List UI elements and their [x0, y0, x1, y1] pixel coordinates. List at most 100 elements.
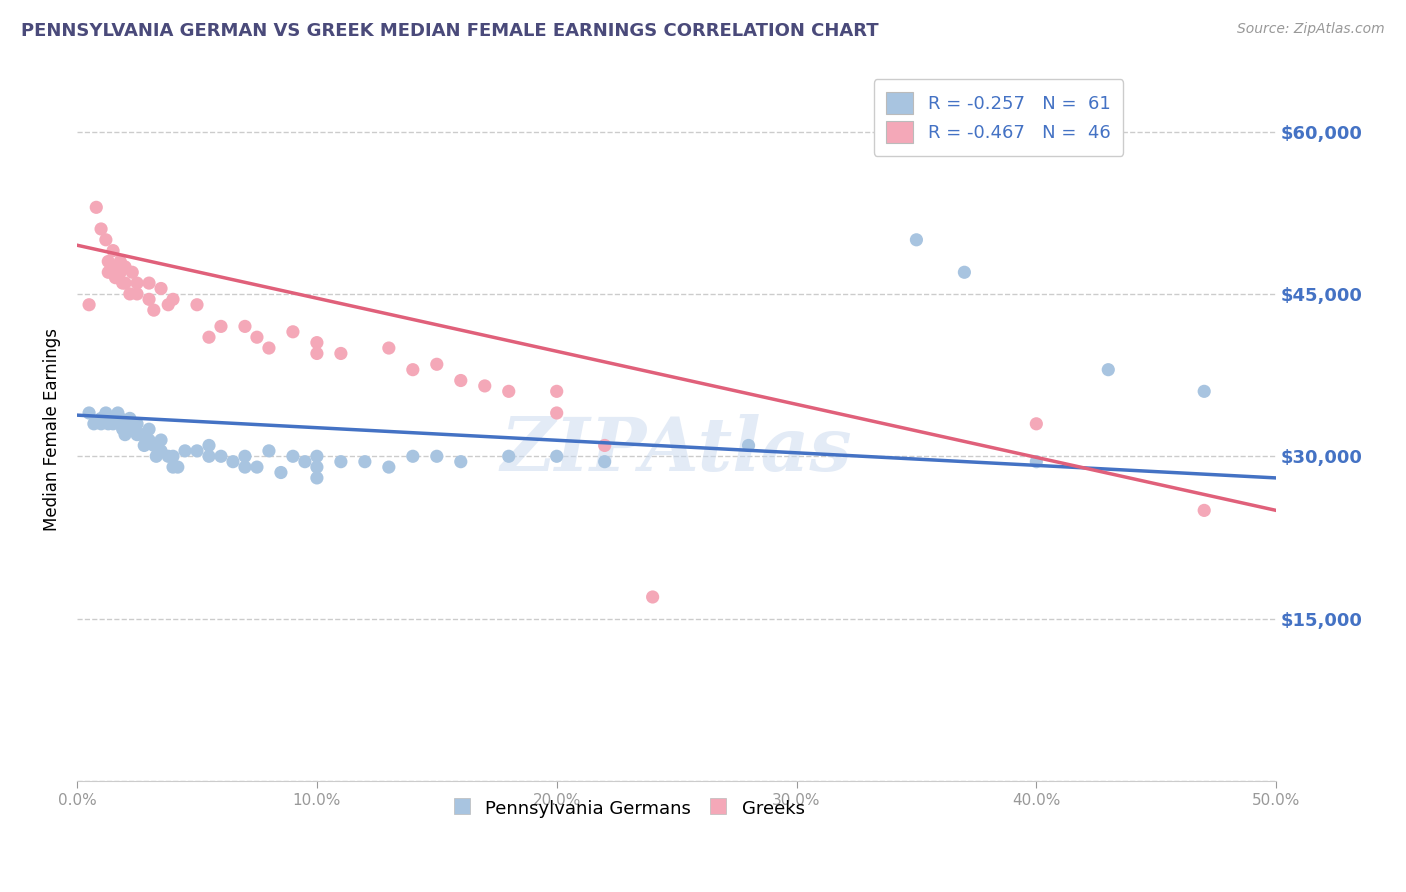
- Point: [474, 379, 496, 393]
- Point: [305, 450, 328, 464]
- Point: [498, 450, 520, 464]
- Point: [222, 455, 245, 469]
- Point: [114, 417, 136, 431]
- Point: [134, 438, 156, 452]
- Point: [83, 417, 105, 431]
- Point: [138, 293, 160, 307]
- Point: [257, 341, 280, 355]
- Point: [1025, 417, 1047, 431]
- Point: [114, 260, 136, 274]
- Point: [209, 319, 232, 334]
- Point: [546, 406, 568, 420]
- Point: [233, 319, 256, 334]
- Point: [305, 335, 328, 350]
- Point: [166, 460, 188, 475]
- Point: [110, 417, 132, 431]
- Point: [1192, 503, 1215, 517]
- Point: [426, 450, 449, 464]
- Point: [186, 298, 208, 312]
- Point: [737, 438, 759, 452]
- Point: [186, 443, 208, 458]
- Point: [246, 460, 269, 475]
- Point: [110, 411, 132, 425]
- Point: [138, 276, 160, 290]
- Point: [97, 254, 120, 268]
- Point: [101, 417, 124, 431]
- Point: [593, 455, 616, 469]
- Point: [125, 417, 148, 431]
- Point: [162, 450, 184, 464]
- Point: [1025, 455, 1047, 469]
- Point: [77, 298, 100, 312]
- Point: [142, 303, 165, 318]
- Point: [450, 455, 472, 469]
- Point: [305, 471, 328, 485]
- Point: [125, 287, 148, 301]
- Point: [378, 460, 401, 475]
- Point: [94, 233, 117, 247]
- Point: [257, 443, 280, 458]
- Point: [546, 450, 568, 464]
- Point: [97, 265, 120, 279]
- Point: [114, 427, 136, 442]
- Point: [77, 406, 100, 420]
- Text: Source: ZipAtlas.com: Source: ZipAtlas.com: [1237, 22, 1385, 37]
- Point: [157, 298, 180, 312]
- Point: [281, 450, 304, 464]
- Text: PENNSYLVANIA GERMAN VS GREEK MEDIAN FEMALE EARNINGS CORRELATION CHART: PENNSYLVANIA GERMAN VS GREEK MEDIAN FEMA…: [21, 22, 879, 40]
- Point: [150, 281, 173, 295]
- Point: [402, 362, 425, 376]
- Point: [90, 411, 112, 425]
- Point: [233, 460, 256, 475]
- Point: [84, 200, 107, 214]
- Point: [138, 422, 160, 436]
- Point: [110, 265, 132, 279]
- Point: [107, 406, 129, 420]
- Point: [101, 411, 124, 425]
- Point: [97, 417, 120, 431]
- Point: [162, 293, 184, 307]
- Point: [450, 374, 472, 388]
- Point: [294, 455, 316, 469]
- Point: [118, 411, 141, 425]
- Point: [329, 346, 352, 360]
- Point: [104, 270, 127, 285]
- Point: [305, 460, 328, 475]
- Point: [157, 450, 180, 464]
- Point: [354, 455, 377, 469]
- Point: [121, 265, 143, 279]
- Point: [378, 341, 401, 355]
- Point: [131, 427, 153, 442]
- Point: [90, 417, 112, 431]
- Point: [198, 450, 221, 464]
- Point: [150, 443, 173, 458]
- Point: [145, 450, 167, 464]
- Point: [546, 384, 568, 399]
- Point: [641, 590, 664, 604]
- Point: [305, 346, 328, 360]
- Point: [1097, 362, 1119, 376]
- Point: [101, 260, 124, 274]
- Point: [111, 422, 134, 436]
- Point: [110, 254, 132, 268]
- Point: [233, 450, 256, 464]
- Point: [174, 443, 197, 458]
- Point: [150, 433, 173, 447]
- Point: [121, 422, 143, 436]
- Point: [94, 406, 117, 420]
- Point: [101, 244, 124, 258]
- Point: [111, 276, 134, 290]
- Point: [90, 222, 112, 236]
- Point: [953, 265, 976, 279]
- Point: [162, 460, 184, 475]
- Point: [142, 438, 165, 452]
- Point: [198, 330, 221, 344]
- Point: [138, 433, 160, 447]
- Point: [905, 233, 928, 247]
- Point: [402, 450, 425, 464]
- Point: [593, 438, 616, 452]
- Point: [118, 287, 141, 301]
- Y-axis label: Median Female Earnings: Median Female Earnings: [44, 327, 60, 531]
- Point: [246, 330, 269, 344]
- Point: [114, 276, 136, 290]
